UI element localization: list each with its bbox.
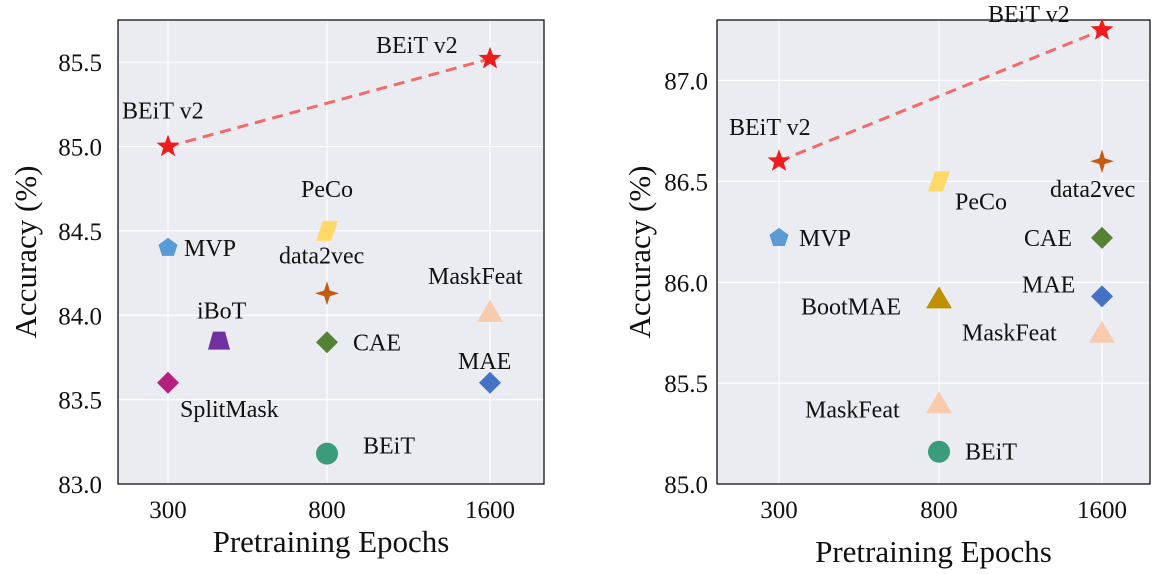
point-label-beit: BEiT bbox=[363, 434, 415, 460]
point-label-splitmask: SplitMask bbox=[180, 397, 279, 423]
point-label-data2vec: data2vec bbox=[279, 243, 364, 269]
y-axis-label: Accuracy (%) bbox=[8, 166, 43, 339]
point-label-mae: MAE bbox=[458, 349, 511, 375]
marker-beit-v2 bbox=[1090, 18, 1114, 40]
x-tick-label: 800 bbox=[920, 497, 958, 524]
point-label-beit-v2: BEiT v2 bbox=[122, 99, 204, 125]
marker-ibot bbox=[208, 331, 230, 350]
marker-data2vec bbox=[315, 281, 339, 306]
marker-peco bbox=[928, 171, 950, 192]
marker-beit-v2 bbox=[156, 134, 180, 157]
x-tick-label: 1600 bbox=[1077, 497, 1127, 524]
point-label-mvp: MVP bbox=[184, 236, 236, 262]
marker-mvp bbox=[769, 227, 789, 246]
y-tick-label: 85.5 bbox=[664, 371, 708, 398]
y-tick-label: 83.0 bbox=[58, 472, 102, 499]
beit-v2-trend-line bbox=[778, 28, 1103, 163]
marker-mae bbox=[1091, 285, 1113, 308]
x-tick-label: 1600 bbox=[465, 497, 515, 524]
point-label-bootmae: BootMAE bbox=[801, 294, 901, 320]
point-label-peco: PeCo bbox=[955, 189, 1007, 215]
marker-beit bbox=[928, 440, 950, 463]
chart-panel-1: 83.0 83.5 84.0 84.5 85.0 85.5 300 800 1600 BEiT v… bbox=[8, 19, 545, 559]
point-label-maskfeat: MaskFeat bbox=[805, 397, 900, 423]
x-tick-label: 800 bbox=[308, 497, 346, 524]
point-label-mvp: MVP bbox=[799, 226, 851, 252]
marker-mae bbox=[479, 371, 501, 394]
y-tick-label: 85.0 bbox=[58, 135, 102, 162]
point-label-beit: BEiT bbox=[965, 440, 1017, 466]
x-axis-label: Pretraining Epochs bbox=[815, 534, 1052, 569]
plot-frame bbox=[716, 19, 1151, 485]
y-tick-label: 83.5 bbox=[58, 388, 102, 415]
beit-v2-trend-line bbox=[167, 57, 491, 148]
y-tick-label: 87.0 bbox=[664, 69, 708, 96]
point-label-cae: CAE bbox=[1024, 226, 1072, 252]
marker-cae bbox=[316, 331, 338, 354]
marker-beit bbox=[316, 442, 338, 465]
y-tick-label: 84.5 bbox=[58, 219, 102, 246]
marker-maskfeat bbox=[926, 391, 952, 414]
point-label-cae: CAE bbox=[353, 330, 401, 356]
point-label-maskfeat: MaskFeat bbox=[428, 264, 523, 290]
point-label-mae: MAE bbox=[1022, 272, 1075, 298]
point-label-maskfeat: MaskFeat bbox=[962, 321, 1057, 347]
point-label-beit-v2: BEiT v2 bbox=[988, 2, 1070, 28]
y-axis-label: Accuracy (%) bbox=[622, 166, 657, 339]
plot-frame bbox=[117, 19, 545, 485]
marker-mvp bbox=[158, 237, 178, 256]
x-tick-label: 300 bbox=[760, 497, 798, 524]
point-label-data2vec: data2vec bbox=[1050, 177, 1135, 203]
y-tick-label: 86.0 bbox=[664, 270, 708, 297]
x-axis-label: Pretraining Epochs bbox=[213, 524, 450, 559]
plot-area bbox=[717, 20, 1150, 484]
marker-maskfeat bbox=[477, 299, 503, 322]
point-label-beit-v2: BEiT v2 bbox=[376, 33, 458, 59]
marker-beit-v2 bbox=[767, 149, 791, 171]
point-label-ibot: iBoT bbox=[197, 299, 247, 325]
chart-panel-2: 85.0 85.5 86.0 86.5 87.0 300 800 1600 BEiT v2 BEi… bbox=[622, 2, 1151, 569]
marker-bootmae bbox=[926, 286, 952, 309]
y-tick-label: 85.5 bbox=[58, 50, 102, 77]
marker-data2vec bbox=[1090, 149, 1114, 174]
y-tick-label: 84.0 bbox=[58, 303, 102, 330]
y-tick-label: 85.0 bbox=[664, 472, 708, 499]
marker-splitmask bbox=[157, 371, 179, 394]
marker-cae bbox=[1091, 226, 1113, 249]
plot-area bbox=[118, 20, 544, 484]
marker-peco bbox=[316, 220, 338, 241]
marker-beit-v2 bbox=[478, 46, 502, 69]
y-tick-label: 86.5 bbox=[664, 169, 708, 196]
marker-maskfeat bbox=[1089, 320, 1115, 343]
point-label-peco: PeCo bbox=[301, 177, 353, 203]
point-label-beit-v2: BEiT v2 bbox=[729, 115, 811, 141]
x-tick-label: 300 bbox=[149, 497, 187, 524]
